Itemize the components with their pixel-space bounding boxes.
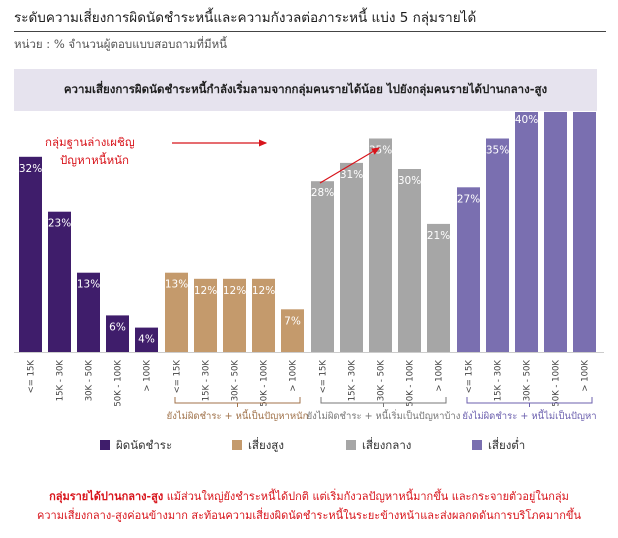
bar-4-4 <box>544 112 567 353</box>
bar-1-2 <box>48 211 71 352</box>
headline-text: ความเสี่ยงการผิดนัดชำระหนี้กำลังเริ่มลาม… <box>63 82 548 96</box>
data-label-4-1: 27% <box>457 193 480 205</box>
footer-text-line-2: ความเสี่ยงกลาง-สูงค่อนข้างมาก สะท้อนความ… <box>37 509 581 522</box>
tick-label-3-3: 30K - 50K <box>377 360 387 402</box>
data-label-1-2: 23% <box>48 218 71 230</box>
bar-2-2 <box>194 278 217 352</box>
tick-label-2-5: > 100K <box>289 360 299 392</box>
data-label-1-1: 32% <box>19 163 42 175</box>
legend-label-2: เสี่ยงสูง <box>248 437 284 452</box>
bar-4-5 <box>573 112 596 352</box>
data-label-1-4: 6% <box>109 321 126 333</box>
bar-3-3 <box>369 138 392 352</box>
tick-label-2-2: 15K - 30K <box>202 360 212 402</box>
bar-2-4 <box>252 278 275 352</box>
data-label-3-3: 35% <box>369 145 392 157</box>
data-label-2-3: 12% <box>223 285 246 297</box>
tick-label-1-1: <= 15K <box>27 360 37 394</box>
bar-4-3 <box>515 112 538 352</box>
tick-label-4-4: 50K - 100K <box>552 360 562 407</box>
tick-label-2-3: 30K - 50K <box>231 360 241 402</box>
data-label-4-3: 40% <box>515 114 538 126</box>
page-title: ระดับความเสี่ยงการผิดนัดชำระหนี้และความก… <box>14 10 477 26</box>
data-label-1-3: 13% <box>77 279 100 291</box>
data-label-1-5: 4% <box>138 334 155 346</box>
tick-label-2-4: 50K - 100K <box>260 360 270 407</box>
footer-note: กลุ่มรายได้ปานกลาง-สูง แม้ส่วนใหญ่ยังชำร… <box>8 487 610 525</box>
annotation-2: ปัญหาหนี้หนัก <box>60 152 129 167</box>
data-label-3-5: 21% <box>427 230 450 242</box>
tick-label-4-3: 30K - 50K <box>523 360 533 402</box>
legend-label-4: เสี่ยงต่ำ <box>488 437 525 452</box>
tick-label-1-3: 30K - 50K <box>85 360 95 402</box>
footer-highlight: กลุ่มรายได้ปานกลาง-สูง <box>49 490 164 503</box>
bracket-2 <box>320 397 447 407</box>
bar-3-5 <box>427 223 450 352</box>
bar-3-2 <box>340 162 363 352</box>
tick-label-3-1: <= 15K <box>319 360 329 394</box>
bracket-label-1: ยังไม่ผิดชำระ + หนี้เป็นปัญหาหนัก <box>167 409 309 422</box>
bar-3-1 <box>311 181 334 352</box>
data-label-3-2: 31% <box>340 169 363 181</box>
tick-label-3-5: > 100K <box>435 360 445 392</box>
unit-label: หน่วย : % จำนวนผู้ตอบแบบสอบถามที่มีหนี้ <box>14 37 228 51</box>
tick-label-1-2: 15K - 30K <box>56 360 66 402</box>
bar-2-5 <box>281 309 304 352</box>
bar-2-3 <box>223 278 246 352</box>
legend-swatch-2 <box>232 440 242 450</box>
legend-swatch-1 <box>100 440 110 450</box>
bar-1-5 <box>135 327 158 352</box>
bracket-label-2: ยังไม่ผิดชำระ + หนี้เริ่มเป็นปัญหาบ้าง <box>307 409 461 422</box>
bar-1-3 <box>77 272 100 352</box>
data-label-4-2: 35% <box>486 145 509 157</box>
trend-arrow-2 <box>319 147 381 184</box>
title-divider <box>14 31 606 32</box>
bracket-3 <box>466 397 593 407</box>
bar-3-4 <box>398 169 421 352</box>
data-label-3-4: 30% <box>398 175 421 187</box>
data-label-3-1: 28% <box>311 187 334 199</box>
tick-label-2-1: <= 15K <box>173 360 183 394</box>
footer-text-line-1: แม้ส่วนใหญ่ยังชำระหนี้ได้ปกติ แต่เริ่มกั… <box>163 490 569 503</box>
bracket-1 <box>174 397 301 407</box>
data-label-2-5: 7% <box>284 315 301 327</box>
legend-label-1: ผิดนัดชำระ <box>116 438 172 452</box>
data-label-2-1: 13% <box>165 279 188 291</box>
tick-label-4-1: <= 15K <box>465 360 475 394</box>
data-label-2-4: 12% <box>252 285 275 297</box>
legend-swatch-4 <box>472 440 482 450</box>
bracket-label-3: ยังไม่ผิดชำระ + หนี้ไม่เป็นปัญหา <box>462 409 596 422</box>
bar-4-1 <box>457 187 480 352</box>
tick-label-3-2: 15K - 30K <box>348 360 358 402</box>
tick-label-4-2: 15K - 30K <box>494 360 504 402</box>
tick-label-1-5: > 100K <box>143 360 153 392</box>
risk-bar-chart: 32% <= 15K 23% 15K - 30K 13% 30K - 50K 6% 50K -… <box>14 112 604 452</box>
legend-label-3: เสี่ยงกลาง <box>362 437 411 452</box>
legend-swatch-3 <box>346 440 356 450</box>
bar-1-1 <box>19 156 42 352</box>
tick-label-1-4: 50K - 100K <box>114 360 124 407</box>
data-label-2-2: 12% <box>194 285 217 297</box>
tick-label-4-5: > 100K <box>581 360 591 392</box>
bar-4-2 <box>486 138 509 352</box>
bar-2-1 <box>165 272 188 352</box>
bar-1-4 <box>106 315 129 352</box>
headline-banner: ความเสี่ยงการผิดนัดชำระหนี้กำลังเริ่มลาม… <box>14 69 597 111</box>
tick-label-3-4: 50K - 100K <box>406 360 416 407</box>
annotation-1: กลุ่มฐานล่างเผชิญ <box>45 135 135 149</box>
